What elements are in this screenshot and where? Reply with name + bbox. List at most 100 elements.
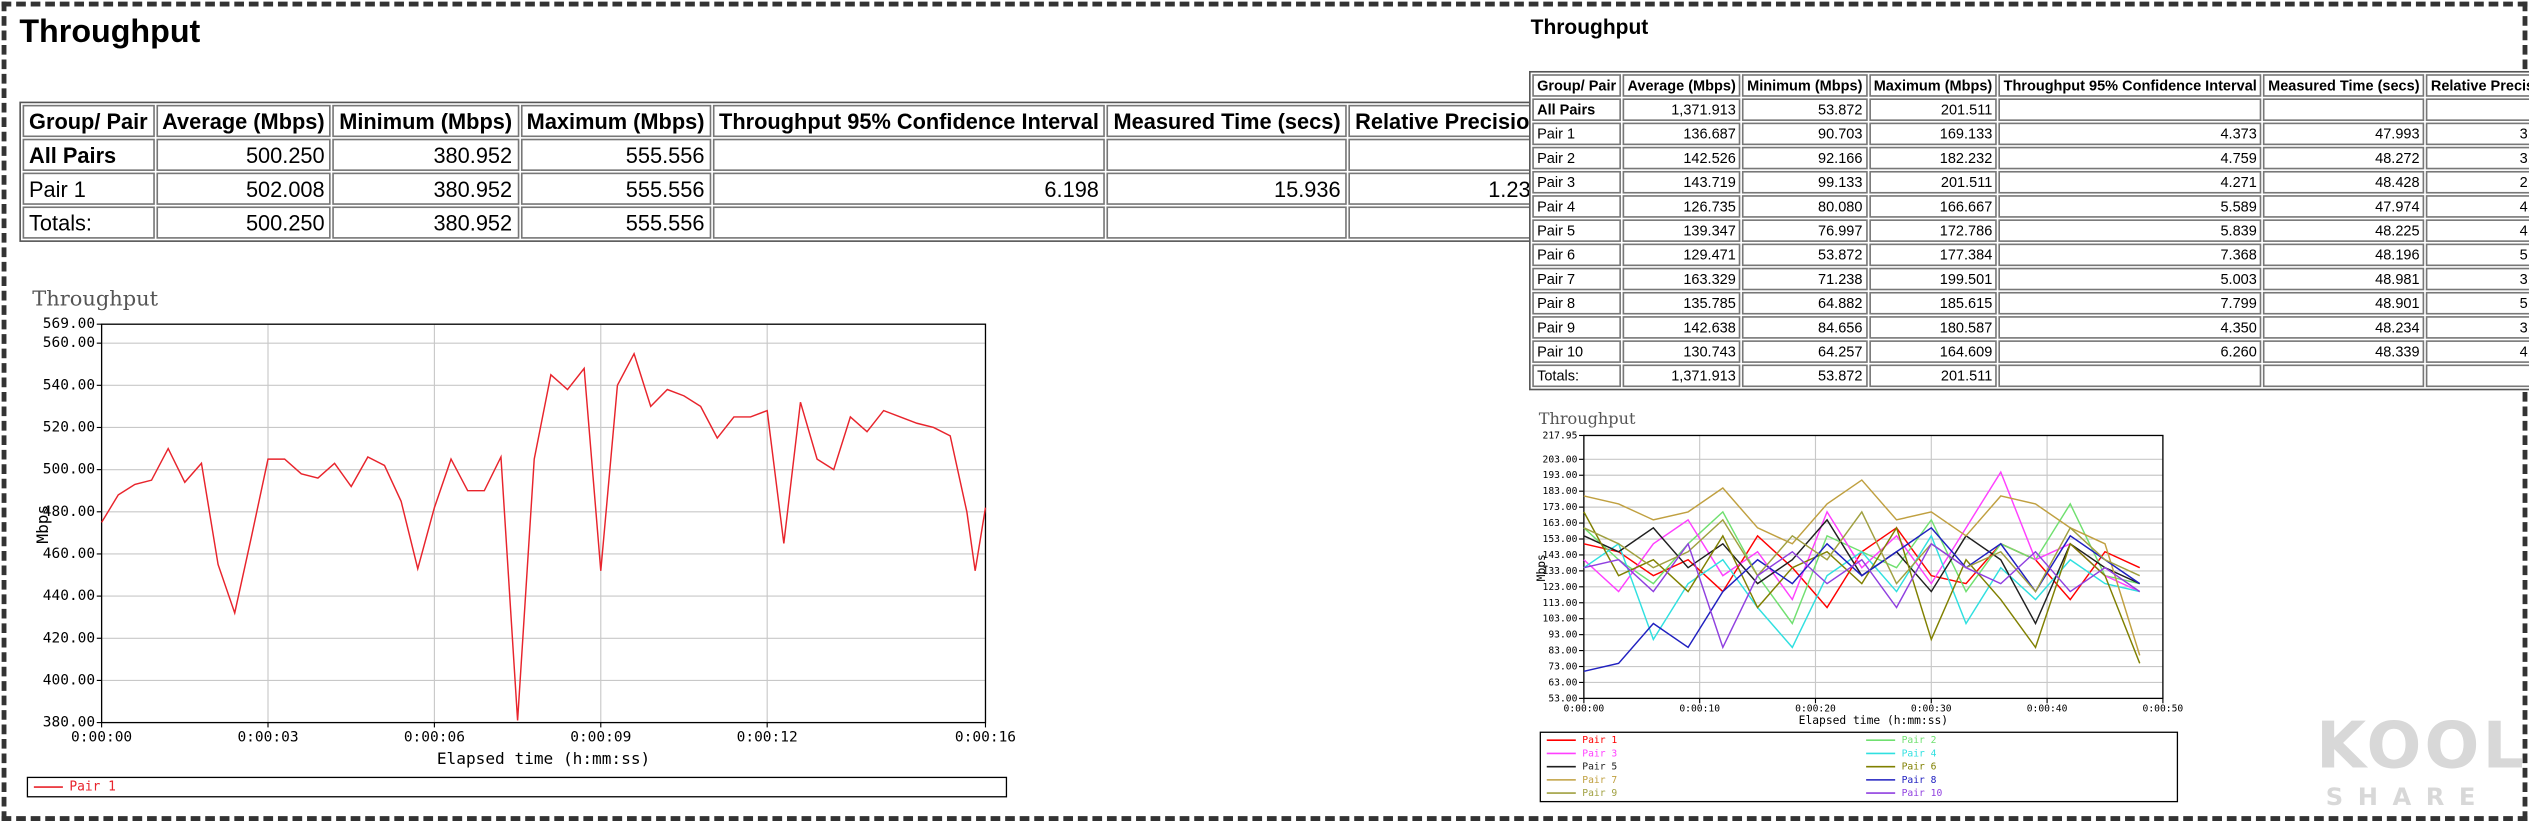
table-row: Totals: 1,371.913 53.872 201.511 [1532, 364, 2529, 388]
table-cell: 5.839 [1998, 219, 2262, 242]
table-cell [1998, 364, 2262, 388]
series-line [1583, 511, 2141, 664]
table-cell: 92.166 [1742, 146, 1868, 170]
table-cell: 4.271 [1998, 170, 2262, 194]
table-cell: 6.198 [712, 172, 1106, 205]
header-cell: Group/ Pair [22, 104, 155, 138]
table-cell: Pair 5 [1532, 219, 1621, 242]
table-row: Pair 1136.68790.703169.1334.37347.9933.1… [1532, 122, 2529, 146]
header-cell: Relative Precision [2426, 74, 2529, 97]
x-tick-label: 0:00:03 [237, 729, 298, 745]
y-tick-label: 93.00 [1548, 630, 1577, 641]
table-cell: 169.133 [1868, 122, 1998, 146]
series-line [100, 351, 987, 721]
table-cell: 500.250 [155, 138, 332, 171]
x-tick-label: 0:00:16 [955, 729, 1016, 745]
table-cell: 71.238 [1742, 267, 1868, 291]
y-tick-label: 193.00 [1543, 470, 1578, 481]
table-cell [2263, 364, 2425, 388]
table-cell: Pair 9 [1532, 316, 1621, 339]
table-cell: 48.428 [2263, 170, 2425, 194]
series-line [1583, 479, 2141, 656]
x-tick-label: 0:00:00 [71, 729, 132, 745]
header-cell: Average (Mbps) [155, 104, 332, 138]
y-axis-label: Mbps [1535, 554, 1548, 581]
series-line [1583, 526, 2141, 672]
table-cell: 53.872 [1742, 364, 1868, 388]
table-cell: Totals: [1532, 364, 1621, 388]
header-cell: Measured Time (secs) [2263, 74, 2425, 97]
table-cell: Pair 2 [1532, 146, 1621, 170]
header-cell: Maximum (Mbps) [1868, 74, 1998, 97]
table-cell: 1,371.913 [1622, 98, 1741, 121]
table-cell: 48.981 [2263, 267, 2425, 291]
y-tick-label: 113.00 [1543, 598, 1578, 609]
x-axis-label: Elapsed time (h:mm:ss) [437, 749, 650, 768]
header-cell: Measured Time (secs) [1107, 104, 1348, 138]
table-cell: 3.199 [2426, 122, 2529, 146]
left-title: Throughput [19, 14, 201, 50]
table-cell: 48.234 [2263, 316, 2425, 339]
series-line [1583, 470, 2141, 602]
table-cell: Pair 1 [22, 172, 155, 205]
table-cell: 126.735 [1622, 195, 1741, 218]
table-cell: Pair 10 [1532, 340, 1621, 363]
table-cell: 47.974 [2263, 195, 2425, 218]
x-tick-label: 0:00:09 [570, 729, 631, 745]
table-cell: Pair 6 [1532, 243, 1621, 267]
header-cell: Throughput 95% Confidence Interval [712, 104, 1106, 138]
table-cell [2263, 98, 2425, 121]
table-cell: 48.225 [2263, 219, 2425, 242]
table-cell: 555.556 [520, 138, 711, 171]
legend-label: Pair 3 [1582, 748, 1617, 759]
table-cell [2426, 98, 2529, 121]
table-cell: 5.743 [2426, 291, 2529, 315]
table-cell: 166.667 [1868, 195, 1998, 218]
table-cell: Pair 1 [1532, 122, 1621, 146]
table-cell: 2.972 [2426, 170, 2529, 194]
table-cell [2426, 364, 2529, 388]
table-cell: 6.260 [1998, 340, 2262, 363]
table-cell [712, 138, 1106, 171]
series-line [1583, 510, 2141, 593]
legend-label: Pair 6 [1902, 762, 1937, 773]
table-cell: Pair 3 [1532, 170, 1621, 194]
table-row: Pair 7163.32971.238199.5015.00348.9813.0… [1532, 267, 2529, 291]
table-cell: 3.339 [2426, 146, 2529, 170]
table-cell: 201.511 [1868, 170, 1998, 194]
table-cell: 502.008 [155, 172, 332, 205]
y-tick-label: 500.00 [43, 462, 95, 478]
table-cell: Totals: [22, 206, 155, 239]
y-tick-label: 103.00 [1543, 614, 1578, 625]
table-cell: 182.232 [1868, 146, 1998, 170]
table-cell: 7.368 [1998, 243, 2262, 267]
legend-label: Pair 5 [1582, 762, 1617, 773]
series-line [1583, 542, 2141, 650]
plot-border [100, 323, 987, 724]
table-cell [1107, 206, 1348, 239]
y-tick-label: 217.95 [1543, 430, 1578, 441]
y-tick-label: 73.00 [1548, 662, 1577, 673]
legend-label: Pair 2 [1902, 735, 1937, 746]
y-tick-label: 153.00 [1543, 534, 1578, 545]
table-cell: Pair 7 [1532, 267, 1621, 291]
y-tick-label: 163.00 [1543, 518, 1578, 529]
table-cell: 5.691 [2426, 243, 2529, 267]
table-cell: 164.609 [1868, 340, 1998, 363]
y-tick-label: 460.00 [43, 546, 95, 562]
table-row: Pair 10130.74364.257164.6096.26048.3394.… [1532, 340, 2529, 363]
header-cell: Minimum (Mbps) [332, 104, 519, 138]
table-cell: 380.952 [332, 138, 519, 171]
table-cell: 163.329 [1622, 267, 1741, 291]
header-cell: Maximum (Mbps) [520, 104, 711, 138]
table-row: Pair 4126.73580.080166.6675.58947.9744.4… [1532, 195, 2529, 218]
table-row: All Pairs 500.250 380.952 555.556 [22, 138, 1550, 171]
y-tick-label: 380.00 [43, 715, 95, 731]
table-row: Pair 9142.63884.656180.5874.35048.2343.0… [1532, 316, 2529, 339]
table-cell: Pair 8 [1532, 291, 1621, 315]
table-cell: 135.785 [1622, 291, 1741, 315]
x-axis-label: Elapsed time (h:mm:ss) [1799, 714, 1948, 727]
